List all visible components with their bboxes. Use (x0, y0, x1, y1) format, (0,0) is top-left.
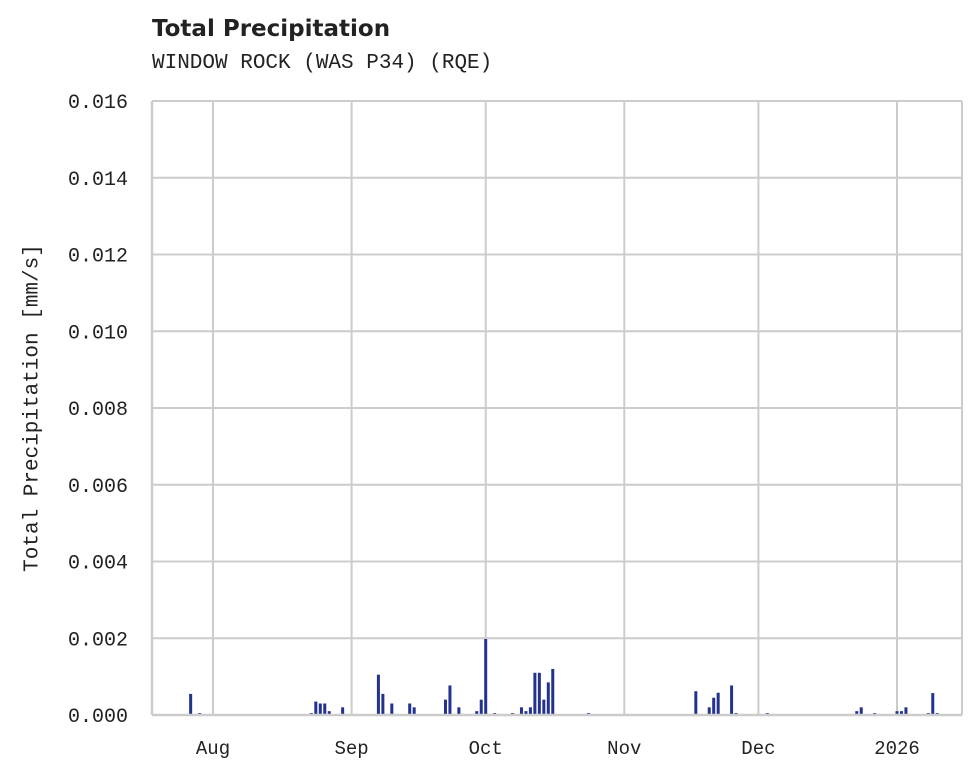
precip-bar (524, 711, 528, 715)
precip-bar (448, 685, 452, 715)
precip-bar (931, 693, 935, 715)
y-tick-label: 0.010 (68, 322, 128, 345)
precip-bar (542, 699, 546, 715)
precip-bar (537, 672, 541, 715)
precip-bar (855, 711, 859, 715)
precip-bar (376, 674, 380, 715)
y-tick-label: 0.002 (68, 629, 128, 652)
precip-bar (712, 697, 716, 715)
precip-bar (904, 707, 908, 715)
precip-bar (341, 707, 345, 715)
x-tick-label: Nov (607, 738, 641, 760)
precip-bar (408, 703, 412, 715)
x-tick-label: 2026 (874, 738, 920, 760)
precip-bar (381, 693, 385, 715)
precip-bar (457, 707, 461, 715)
x-tick-label: Oct (469, 738, 503, 760)
precip-bar (895, 711, 899, 715)
chart-title: Total Precipitation (152, 16, 391, 42)
precip-bar (533, 672, 537, 715)
precip-bar (318, 703, 322, 715)
x-tick-label: Sep (334, 738, 368, 760)
x-axis-ticks: Aug Sep Oct Nov Dec 2026 (196, 738, 920, 760)
precip-bar (694, 691, 698, 715)
precip-bar (546, 682, 550, 715)
plot-frame (150, 100, 963, 717)
y-tick-label: 0.008 (68, 399, 128, 422)
y-axis-ticks: 0.000 0.002 0.004 0.006 0.008 0.010 0.012 0.014… (68, 92, 128, 729)
precip-bar (189, 693, 193, 715)
precip-bar (475, 711, 479, 715)
y-tick-label: 0.012 (68, 246, 128, 269)
precip-bar (716, 692, 720, 715)
y-tick-label: 0.000 (68, 706, 128, 729)
precip-bar (551, 668, 555, 715)
precip-bar (707, 707, 711, 715)
precip-bar (314, 701, 318, 715)
precip-bar (859, 707, 863, 715)
precip-bar (323, 703, 327, 715)
precip-bar (327, 711, 331, 715)
x-tick-label: Dec (741, 738, 775, 760)
precip-bar (412, 707, 416, 715)
precip-bar (484, 639, 488, 715)
x-tick-label: Aug (196, 738, 230, 760)
precip-bar (443, 699, 447, 715)
y-tick-label: 0.006 (68, 476, 128, 499)
y-tick-label: 0.016 (68, 92, 128, 115)
precipitation-bars (189, 639, 939, 715)
precip-bar (479, 699, 483, 715)
grid-lines (152, 100, 962, 716)
y-tick-label: 0.014 (68, 169, 128, 192)
precip-bar (519, 707, 523, 715)
precip-bar (730, 685, 734, 715)
precip-bar (899, 711, 903, 715)
precip-bar (390, 703, 394, 715)
y-tick-label: 0.004 (68, 553, 128, 576)
precip-bar (528, 707, 532, 715)
chart-subtitle: WINDOW ROCK (WAS P34) (RQE) (152, 52, 493, 75)
